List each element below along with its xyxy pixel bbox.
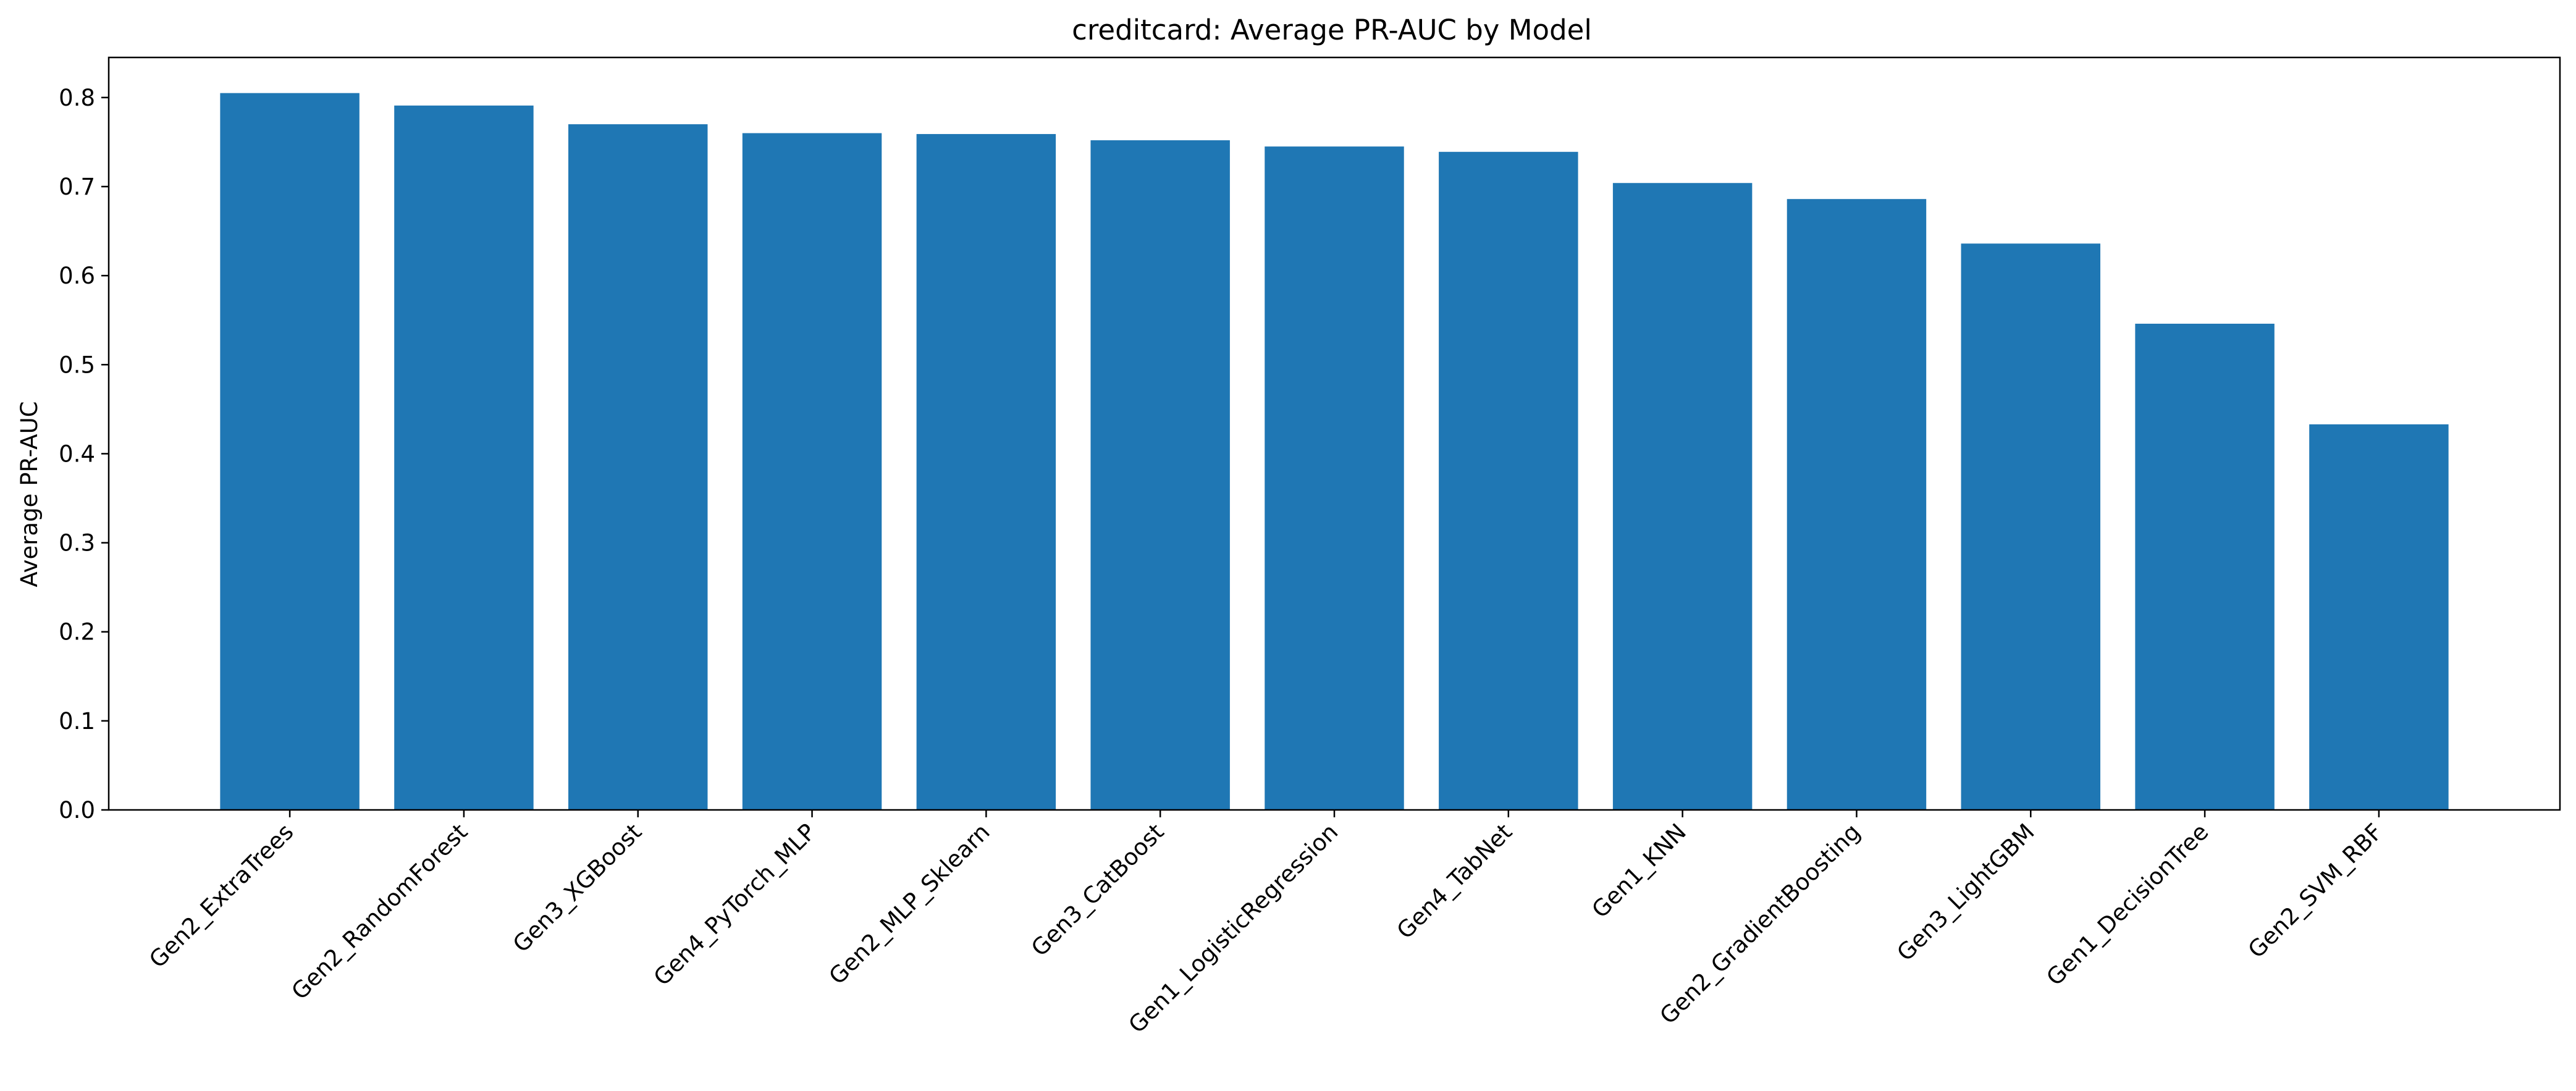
y-tick-label: 0.7 (59, 174, 95, 200)
bar-Gen3_LightGBM (1961, 243, 2100, 810)
bar-Gen3_XGBoost (568, 124, 708, 811)
y-axis-label: Average PR-AUC (16, 402, 43, 588)
bar-Gen2_RandomForest (394, 105, 534, 811)
y-tick-label: 0.8 (59, 85, 95, 111)
y-tick-label: 0.3 (59, 530, 95, 557)
bars-layer (220, 93, 2449, 811)
bar-Gen1_DecisionTree (2135, 323, 2275, 810)
bar-Gen4_TabNet (1439, 151, 1578, 810)
bar-Gen2_ExtraTrees (220, 93, 360, 811)
bar-Gen1_KNN (1612, 183, 1753, 810)
bar-Gen3_CatBoost (1090, 140, 1230, 810)
y-axis: 0.0 0.1 0.2 0.3 0.4 0.5 0.6 0.7 0.8 (59, 85, 109, 824)
bar-Gen1_LogisticRegression (1265, 146, 1404, 811)
bar-Gen2_MLP_Sklearn (916, 133, 1056, 810)
y-tick-label: 0.5 (59, 352, 95, 378)
bar-Gen4_PyTorch_MLP (742, 133, 882, 810)
chart-title: creditcard: Average PR-AUC by Model (1072, 14, 1592, 46)
plot-area-frame (107, 56, 2561, 811)
bar-Gen2_GradientBoosting (1787, 199, 1927, 810)
y-tick-label: 0.0 (59, 797, 95, 824)
y-tick-label: 0.1 (59, 708, 95, 735)
y-tick-label: 0.4 (59, 440, 95, 467)
y-tick-label: 0.6 (59, 263, 95, 289)
y-tick-label: 0.2 (59, 619, 95, 646)
bar-Gen2_SVM_RBF (2309, 424, 2449, 810)
